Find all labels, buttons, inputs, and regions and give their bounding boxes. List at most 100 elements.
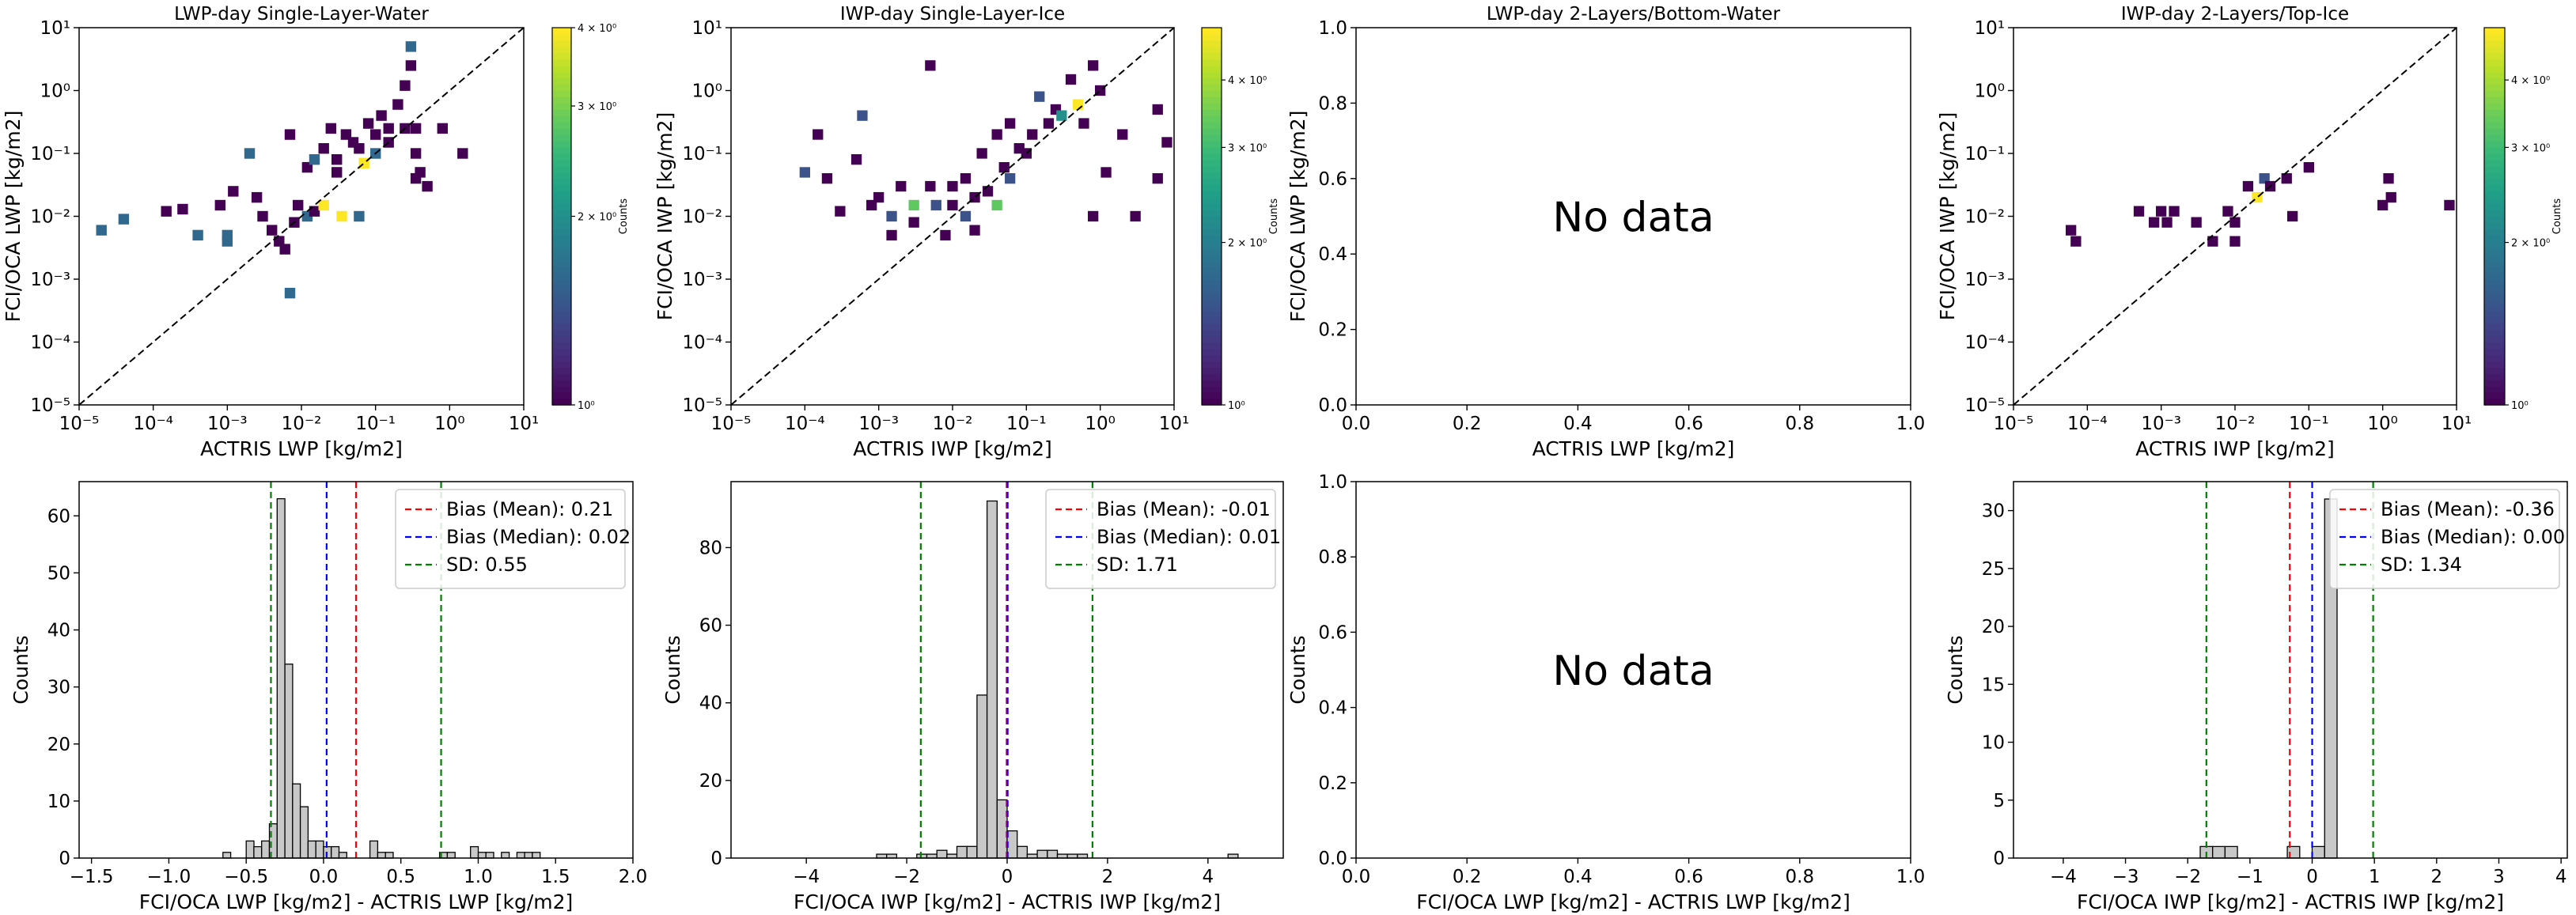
x-tick-label: 4 bbox=[2555, 867, 2567, 887]
heatmap-cell bbox=[309, 206, 320, 217]
colorbar-segment bbox=[552, 141, 571, 148]
heatmap-cell bbox=[267, 225, 278, 236]
x-tick-label: 10⁻³ bbox=[858, 414, 899, 434]
colorbar-segment bbox=[2484, 361, 2505, 368]
subplot-title: LWP-day Single-Layer-Water bbox=[174, 4, 429, 25]
colorbar-segment bbox=[1202, 33, 1222, 41]
colorbar-segment bbox=[1202, 335, 1222, 343]
x-tick-label: 10⁻² bbox=[282, 414, 322, 434]
colorbar-segment bbox=[552, 71, 571, 79]
y-tick-label: 0 bbox=[710, 849, 722, 869]
x-tick-label: 0.4 bbox=[1563, 414, 1593, 434]
colorbar-segment bbox=[552, 159, 571, 167]
colorbar-segment bbox=[1202, 235, 1222, 242]
colorbar-segment bbox=[1202, 342, 1222, 350]
y-ticks: 0.0 0.2 0.4 0.6 0.8 1.0 bbox=[1318, 18, 1356, 416]
colorbar-segment bbox=[552, 229, 571, 236]
subplot-title: IWP-day 2-Layers/Top-Ice bbox=[2121, 4, 2349, 25]
heatmap-cell bbox=[2287, 210, 2298, 222]
colorbar-segment bbox=[1202, 354, 1222, 361]
colorbar-frame bbox=[1201, 27, 1222, 406]
colorbar-segment bbox=[552, 197, 571, 205]
heatmap-cell bbox=[925, 180, 936, 192]
y-tick-label: 80 bbox=[699, 538, 722, 558]
heatmap-cell bbox=[405, 60, 417, 71]
legend: Bias (Mean): -0.01 Bias (Median): 0.01 SD:… bbox=[1045, 489, 1281, 589]
colorbar-segment bbox=[1202, 184, 1222, 192]
colorbar-segment bbox=[1202, 216, 1222, 224]
heatmap-cell bbox=[1100, 167, 1112, 178]
heatmap-cell bbox=[1043, 118, 1055, 129]
x-tick-label: 1 bbox=[2369, 867, 2381, 887]
x-ticks: −4 −3 −2 −1 0 1 2 3 4 bbox=[2050, 858, 2567, 887]
heatmap-cell bbox=[318, 143, 329, 154]
heatmap-cell bbox=[422, 180, 433, 192]
colorbar-segment bbox=[1202, 222, 1222, 229]
colorbar-segment bbox=[552, 178, 571, 186]
histogram-bar bbox=[245, 840, 255, 859]
colorbar-segment bbox=[552, 115, 571, 123]
colorbar-segment bbox=[2484, 184, 2505, 192]
x-tick-label: 10⁻³ bbox=[2141, 414, 2181, 434]
colorbar-segment bbox=[552, 33, 571, 41]
y-tick-label: 0.2 bbox=[1318, 320, 1347, 341]
x-tick-label: 10⁰ bbox=[2367, 414, 2398, 434]
legend-label: Bias (Median): 0.00 bbox=[2381, 526, 2565, 548]
histogram-bar bbox=[485, 852, 494, 859]
colorbar-segment bbox=[1202, 310, 1222, 318]
x-tick-label: 1.0 bbox=[464, 867, 493, 887]
colorbar-segment bbox=[1202, 165, 1222, 173]
colorbar-segment bbox=[2484, 147, 2505, 154]
no-data-label: No data bbox=[1552, 648, 1714, 695]
no-data-label: No data bbox=[1552, 195, 1714, 242]
colorbar-segment bbox=[552, 46, 571, 54]
histogram-bar bbox=[261, 840, 271, 859]
heatmap-cell bbox=[1034, 91, 1045, 102]
colorbar-segment bbox=[1202, 52, 1222, 60]
histogram-bar bbox=[986, 500, 998, 859]
colorbar: 10⁰ 2 × 10⁰ 3 × 10⁰ 4 × 10⁰ Counts bbox=[551, 23, 630, 412]
colorbar-frame bbox=[2483, 27, 2506, 406]
colorbar-segment bbox=[552, 279, 571, 286]
colorbar-segment bbox=[2484, 380, 2505, 387]
colorbar-segment bbox=[2484, 316, 2505, 324]
x-tick-label: 0.6 bbox=[1674, 867, 1703, 887]
heatmap-cell bbox=[325, 123, 336, 134]
colorbar-segment bbox=[2484, 386, 2505, 393]
colorbar-segment bbox=[552, 367, 571, 374]
heatmap-cell bbox=[886, 229, 897, 241]
heatmap-cells bbox=[799, 60, 1172, 241]
subplot-5: Bias (Mean): 0.21 Bias (Median): 0.02 SD: … bbox=[9, 481, 647, 913]
histogram-bar bbox=[446, 852, 456, 859]
histogram-bar bbox=[253, 845, 263, 859]
legend-label: SD: 1.71 bbox=[1097, 554, 1178, 576]
heatmap-cell bbox=[896, 180, 907, 192]
y-tick-label: 0.4 bbox=[1318, 244, 1347, 265]
heatmap-cell bbox=[835, 206, 846, 217]
y-tick-label: 0.0 bbox=[1318, 849, 1347, 869]
heatmap-cell bbox=[257, 210, 268, 222]
colorbar-segment bbox=[2484, 191, 2505, 199]
y-tick-label: 10⁻¹ bbox=[682, 144, 722, 164]
colorbar-tick-label: 3 × 10⁰ bbox=[2511, 142, 2550, 154]
colorbar-segment bbox=[552, 59, 571, 66]
colorbar-tick-label: 2 × 10⁰ bbox=[2511, 238, 2550, 250]
y-ticks: 10⁻⁵ 10⁻⁴ 10⁻³ 10⁻² 10⁻¹ 10⁰ 10¹ bbox=[682, 18, 731, 416]
x-axis-label: FCI/OCA LWP [kg/m2] - ACTRIS LWP [kg/m2] bbox=[139, 890, 574, 913]
histogram-bar bbox=[1017, 845, 1029, 859]
x-tick-label: −1.5 bbox=[70, 867, 114, 887]
heatmap-cell bbox=[1088, 210, 1099, 222]
heatmap-cell bbox=[925, 60, 936, 71]
heatmap-cell bbox=[410, 123, 422, 134]
colorbar-segment bbox=[2484, 279, 2505, 286]
heatmap-cell bbox=[2444, 199, 2455, 211]
colorbar-segment bbox=[2484, 134, 2505, 142]
heatmap-cell bbox=[982, 186, 994, 197]
heatmap-cell bbox=[309, 154, 320, 165]
y-tick-label: 10¹ bbox=[692, 18, 723, 39]
x-tick-label: 10⁻⁴ bbox=[785, 414, 825, 434]
colorbar-segment bbox=[552, 172, 571, 180]
x-ticks: −4 −2 0 2 4 bbox=[793, 858, 1214, 887]
colorbar-tick-label: 4 × 10⁰ bbox=[2511, 75, 2550, 87]
colorbar-segment bbox=[2484, 40, 2505, 47]
